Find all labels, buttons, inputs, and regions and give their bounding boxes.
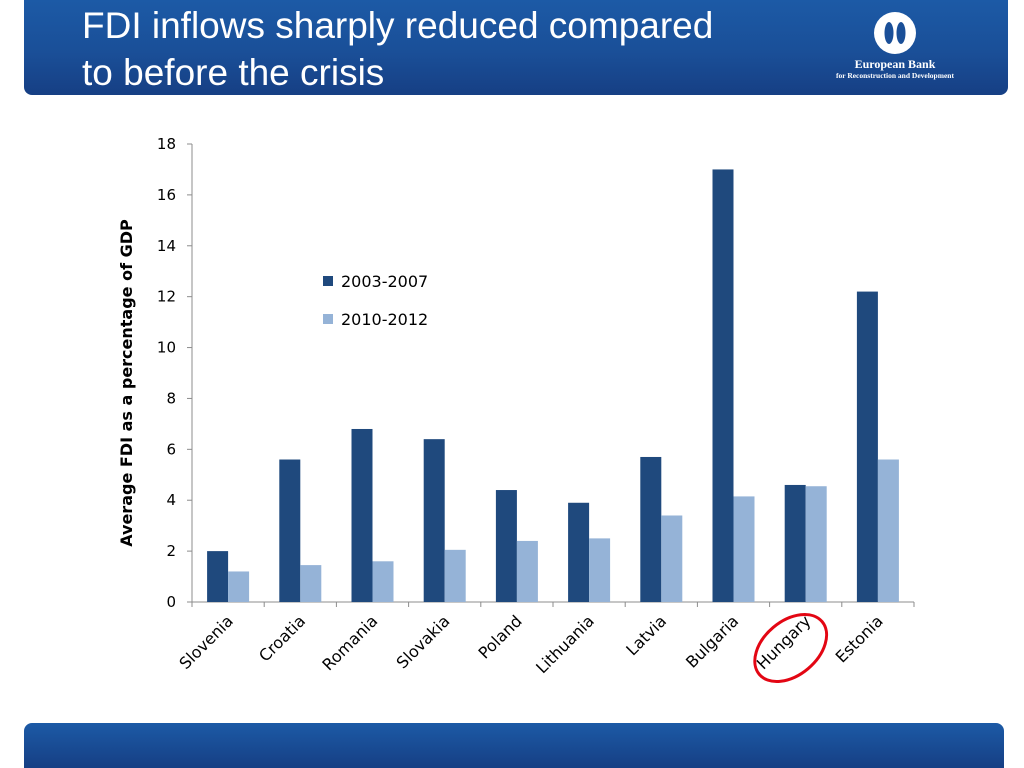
hungary-highlight-circle bbox=[753, 612, 829, 684]
slide-title-line-1: FDI inflows sharply reduced compared bbox=[82, 5, 714, 46]
y-axis-label: Average FDI as a percentage of GDP bbox=[117, 219, 136, 547]
title-bar: FDI inflows sharply reduced compared to … bbox=[24, 0, 1008, 95]
legend-swatch-2003-2007 bbox=[323, 276, 333, 286]
y-tick-label: 14 bbox=[157, 237, 176, 255]
logo-name: European Bank bbox=[854, 57, 936, 71]
y-tick-label: 8 bbox=[166, 389, 176, 407]
bar-slovenia-2010-2012 bbox=[228, 571, 250, 602]
footer-bar bbox=[24, 723, 1004, 768]
x-tick-label-bulgaria: Bulgaria bbox=[682, 611, 742, 671]
logo-subtitle: for Reconstruction and Development bbox=[836, 71, 954, 80]
x-tick-label-latvia: Latvia bbox=[622, 611, 670, 659]
bar-slovakia-2010-2012 bbox=[444, 549, 466, 602]
bar-poland-2003-2007 bbox=[495, 490, 517, 602]
bar-estonia-2010-2012 bbox=[877, 459, 899, 602]
bar-poland-2010-2012 bbox=[516, 540, 538, 602]
bar-latvia-2010-2012 bbox=[661, 515, 683, 602]
x-tick-label-romania: Romania bbox=[318, 611, 381, 674]
bar-croatia-2003-2007 bbox=[279, 459, 301, 602]
bar-romania-2010-2012 bbox=[372, 561, 394, 602]
x-tick-label-slovakia: Slovakia bbox=[393, 611, 454, 672]
x-tick-label-croatia: Croatia bbox=[255, 611, 309, 665]
x-tick-label-lithuania: Lithuania bbox=[532, 611, 598, 677]
legend-label-2003-2007: 2003-2007 bbox=[341, 272, 428, 291]
x-tick-label-poland: Poland bbox=[475, 611, 526, 662]
legend-swatch-2010-2012 bbox=[323, 314, 333, 324]
y-tick-label: 12 bbox=[157, 288, 176, 306]
slide-title: FDI inflows sharply reduced compared to … bbox=[82, 2, 802, 96]
bar-slovakia-2003-2007 bbox=[423, 439, 445, 602]
bar-lithuania-2003-2007 bbox=[568, 502, 590, 602]
y-tick-label: 18 bbox=[157, 135, 176, 153]
x-tick-label-estonia: Estonia bbox=[832, 611, 887, 666]
y-tick-label: 6 bbox=[166, 440, 176, 458]
bar-estonia-2003-2007 bbox=[856, 291, 878, 602]
bar-lithuania-2010-2012 bbox=[589, 538, 611, 602]
bar-bulgaria-2010-2012 bbox=[733, 496, 755, 602]
fdi-bar-chart: 0 2 4 6 8 10 12 14 16 18 Slovenia Croatia Romania Sl… bbox=[117, 135, 915, 684]
ebrd-logo: European Bank for Reconstruction and Dev… bbox=[820, 10, 970, 85]
x-tick-label-slovenia: Slovenia bbox=[175, 611, 237, 673]
ebrd-logo-icon bbox=[874, 12, 916, 54]
bar-latvia-2003-2007 bbox=[640, 456, 662, 602]
y-tick-label: 2 bbox=[166, 542, 176, 560]
y-tick-label: 10 bbox=[157, 339, 176, 357]
y-tick-label: 4 bbox=[166, 491, 176, 509]
y-tick-label: 0 bbox=[166, 593, 176, 611]
slide-title-line-2: to before the crisis bbox=[82, 52, 385, 93]
bar-hungary-2003-2007 bbox=[784, 484, 806, 602]
y-tick-label: 16 bbox=[157, 186, 176, 204]
legend-label-2010-2012: 2010-2012 bbox=[341, 310, 428, 329]
bar-bulgaria-2003-2007 bbox=[712, 169, 734, 602]
bar-hungary-2010-2012 bbox=[805, 486, 827, 602]
bar-romania-2003-2007 bbox=[351, 428, 373, 602]
bar-croatia-2010-2012 bbox=[300, 565, 322, 602]
bar-slovenia-2003-2007 bbox=[207, 551, 229, 602]
